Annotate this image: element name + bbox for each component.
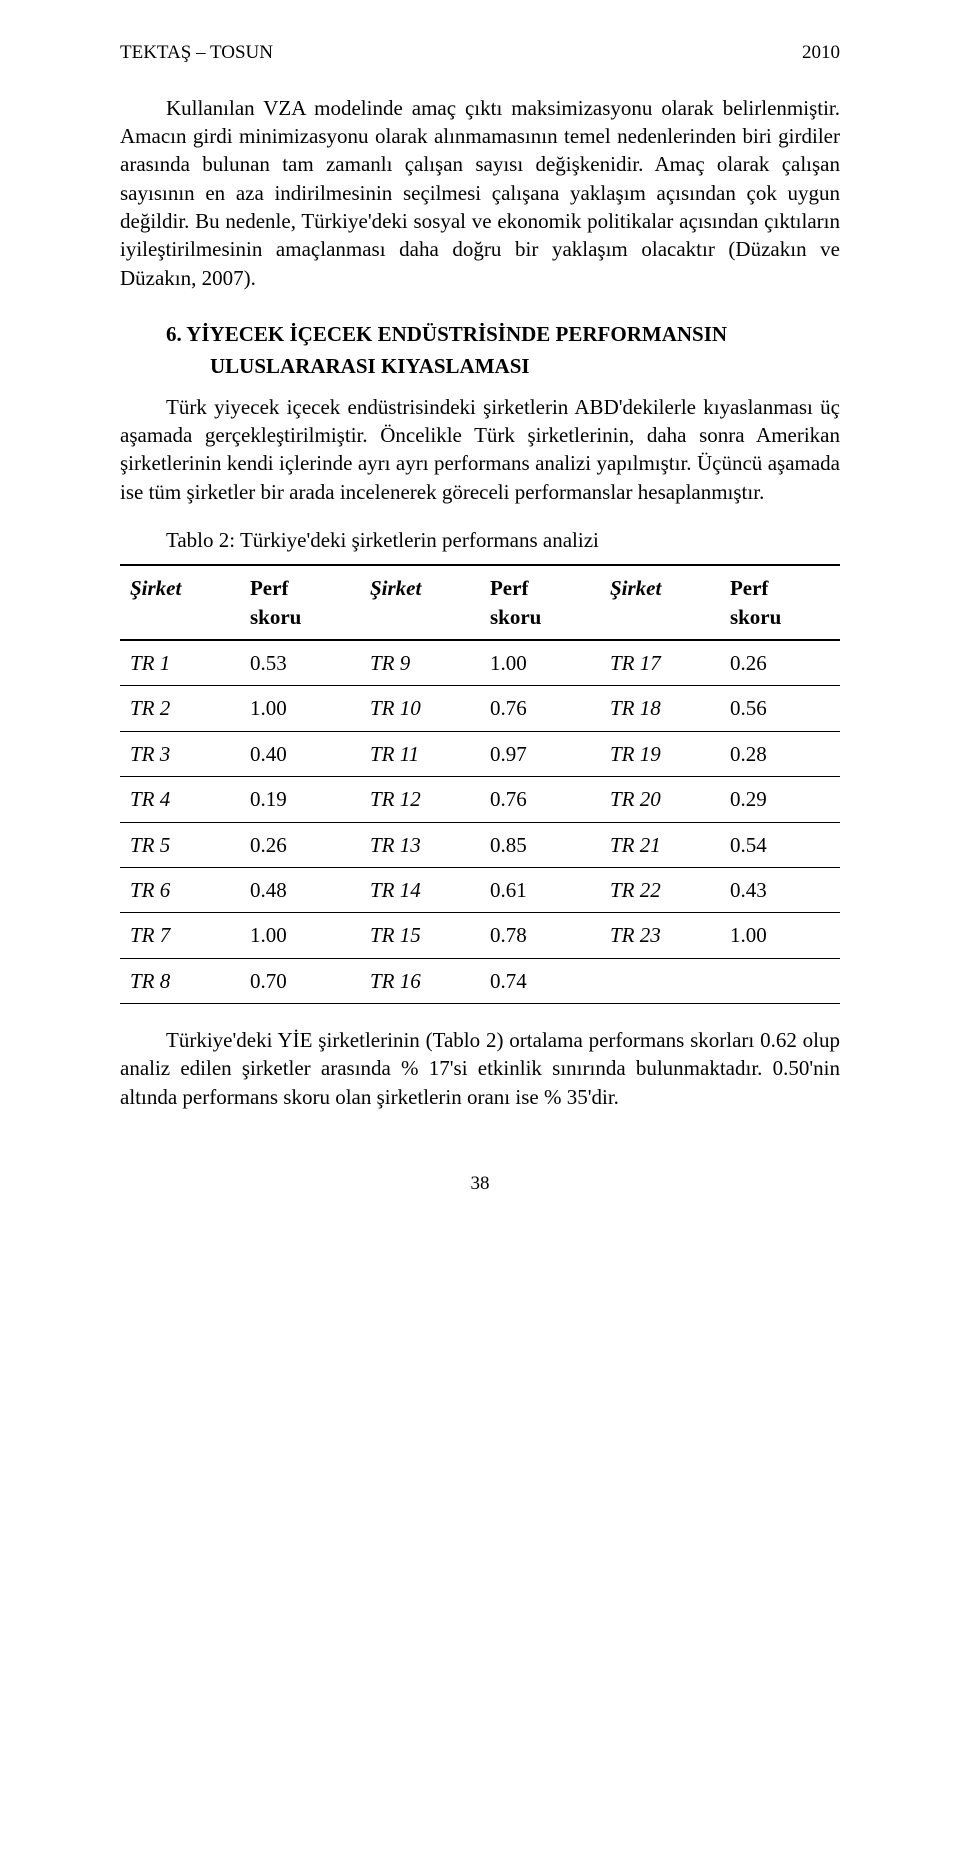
table-row: TR 8 0.70 TR 16 0.74 (120, 958, 840, 1003)
table-2-body: TR 1 0.53 TR 9 1.00 TR 17 0.26 TR 2 1.00… (120, 640, 840, 1003)
section-6-heading: 6. YİYECEK İÇECEK ENDÜSTRİSİNDE PERFORMA… (120, 320, 840, 348)
table-2-caption: Tablo 2: Türkiye'deki şirketlerin perfor… (120, 526, 840, 554)
table-2: Şirket Perf skoru Şirket Perf skoru Şirk… (120, 564, 840, 1003)
cell-score: 0.43 (720, 867, 840, 912)
cell-company: TR 14 (360, 867, 480, 912)
cell-company: TR 17 (600, 640, 720, 686)
cell-score: 0.74 (480, 958, 600, 1003)
table-row: TR 3 0.40 TR 11 0.97 TR 19 0.28 (120, 731, 840, 776)
cell-score: 0.40 (240, 731, 360, 776)
cell-company: TR 1 (120, 640, 240, 686)
cell-score: 1.00 (720, 913, 840, 958)
cell-company: TR 11 (360, 731, 480, 776)
cell-company: TR 13 (360, 822, 480, 867)
cell-score: 0.61 (480, 867, 600, 912)
cell-score: 0.28 (720, 731, 840, 776)
table-row: TR 6 0.48 TR 14 0.61 TR 22 0.43 (120, 867, 840, 912)
cell-score: 0.70 (240, 958, 360, 1003)
table-row: TR 4 0.19 TR 12 0.76 TR 20 0.29 (120, 777, 840, 822)
paragraph-2: Türk yiyecek içecek endüstrisindeki şirk… (120, 393, 840, 506)
cell-company: TR 3 (120, 731, 240, 776)
table-header-row: Şirket Perf skoru Şirket Perf skoru Şirk… (120, 565, 840, 640)
paragraph-1: Kullanılan VZA modelinde amaç çıktı maks… (120, 94, 840, 292)
section-6-subheading: ULUSLARARASI KIYASLAMASI (210, 352, 840, 380)
cell-company: TR 18 (600, 686, 720, 731)
header-year: 2010 (802, 40, 840, 66)
cell-score: 1.00 (240, 913, 360, 958)
cell-company: TR 4 (120, 777, 240, 822)
cell-score: 0.76 (480, 777, 600, 822)
cell-company: TR 20 (600, 777, 720, 822)
col-header-company-2: Şirket (360, 565, 480, 640)
page: TEKTAŞ – TOSUN 2010 Kullanılan VZA model… (0, 0, 960, 1850)
cell-company: TR 16 (360, 958, 480, 1003)
cell-score: 0.29 (720, 777, 840, 822)
running-header: TEKTAŞ – TOSUN 2010 (120, 40, 840, 66)
cell-score: 0.53 (240, 640, 360, 686)
col-header-score-3: Perf skoru (720, 565, 840, 640)
cell-score: 0.97 (480, 731, 600, 776)
cell-company: TR 8 (120, 958, 240, 1003)
cell-score: 0.26 (240, 822, 360, 867)
cell-company: TR 22 (600, 867, 720, 912)
header-authors: TEKTAŞ – TOSUN (120, 40, 273, 66)
table-row: TR 1 0.53 TR 9 1.00 TR 17 0.26 (120, 640, 840, 686)
cell-company: TR 12 (360, 777, 480, 822)
cell-company: TR 2 (120, 686, 240, 731)
cell-score: 0.54 (720, 822, 840, 867)
cell-company: TR 6 (120, 867, 240, 912)
cell-score: 0.19 (240, 777, 360, 822)
table-row: TR 2 1.00 TR 10 0.76 TR 18 0.56 (120, 686, 840, 731)
page-number: 38 (120, 1171, 840, 1197)
cell-company: TR 15 (360, 913, 480, 958)
cell-score: 1.00 (240, 686, 360, 731)
cell-score: 1.00 (480, 640, 600, 686)
col-header-company-1: Şirket (120, 565, 240, 640)
cell-score: 0.76 (480, 686, 600, 731)
paragraph-3: Türkiye'deki YİE şirketlerinin (Tablo 2)… (120, 1026, 840, 1111)
col-header-company-3: Şirket (600, 565, 720, 640)
cell-score: 0.26 (720, 640, 840, 686)
cell-score: 0.78 (480, 913, 600, 958)
cell-company: TR 7 (120, 913, 240, 958)
cell-company: TR 19 (600, 731, 720, 776)
table-row: TR 7 1.00 TR 15 0.78 TR 23 1.00 (120, 913, 840, 958)
cell-company: TR 9 (360, 640, 480, 686)
cell-score: 0.85 (480, 822, 600, 867)
cell-company: TR 21 (600, 822, 720, 867)
col-header-score-1: Perf skoru (240, 565, 360, 640)
cell-company (600, 958, 720, 1003)
cell-company: TR 10 (360, 686, 480, 731)
col-header-score-2: Perf skoru (480, 565, 600, 640)
table-row: TR 5 0.26 TR 13 0.85 TR 21 0.54 (120, 822, 840, 867)
cell-company: TR 23 (600, 913, 720, 958)
cell-score: 0.48 (240, 867, 360, 912)
cell-score (720, 958, 840, 1003)
cell-score: 0.56 (720, 686, 840, 731)
cell-company: TR 5 (120, 822, 240, 867)
